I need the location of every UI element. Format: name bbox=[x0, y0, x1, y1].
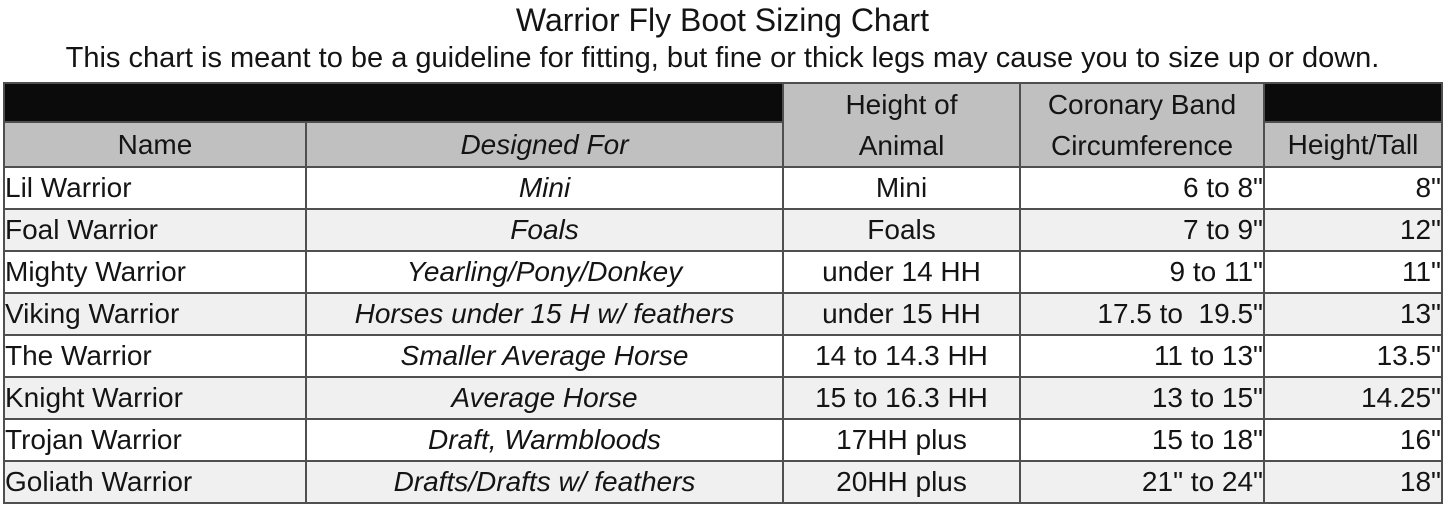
cell-height-of-animal: under 15 HH bbox=[782, 292, 1021, 336]
cell-coronary-band-circumference: 15 to 18" bbox=[1019, 418, 1265, 462]
cell-height-tall: 16" bbox=[1263, 418, 1443, 462]
header-row: Name Designed For Height/Tall bbox=[3, 121, 1443, 168]
cell-name: Trojan Warrior bbox=[3, 418, 307, 462]
cell-height-tall: 18" bbox=[1263, 460, 1443, 504]
cell-designed-for: Mini bbox=[305, 166, 784, 210]
cell-designed-for: Draft, Warmbloods bbox=[305, 418, 784, 462]
cell-height-of-animal: 17HH plus bbox=[782, 418, 1021, 462]
cell-name: Foal Warrior bbox=[3, 208, 307, 252]
cell-height-of-animal: 15 to 16.3 HH bbox=[782, 376, 1021, 420]
table-row: Knight Warrior Average Horse 15 to 16.3 … bbox=[3, 376, 1443, 420]
cell-height-tall: 13.5" bbox=[1263, 334, 1443, 378]
cell-name: Goliath Warrior bbox=[3, 460, 307, 504]
header-black-bar-left bbox=[3, 81, 784, 124]
cell-designed-for: Yearling/Pony/Donkey bbox=[305, 250, 784, 294]
cell-coronary-band-circumference: 21" to 24" bbox=[1019, 460, 1265, 504]
header-black-bar-row: Height of Animal Coronary Band Circumfer… bbox=[3, 81, 1443, 168]
cell-coronary-band-circumference: 6 to 8" bbox=[1019, 166, 1265, 210]
table-row: Foal Warrior Foals Foals 7 to 9" 12" bbox=[3, 208, 1443, 252]
cell-designed-for: Horses under 15 H w/ feathers bbox=[305, 292, 784, 336]
cell-name: Lil Warrior bbox=[3, 166, 307, 210]
cell-coronary-band-circumference: 7 to 9" bbox=[1019, 208, 1265, 252]
cell-name: Knight Warrior bbox=[3, 376, 307, 420]
cell-coronary-band-circumference: 9 to 11" bbox=[1019, 250, 1265, 294]
cell-name: The Warrior bbox=[3, 334, 307, 378]
cell-height-of-animal: Mini bbox=[782, 166, 1021, 210]
header-cell-name: Name bbox=[3, 121, 307, 168]
cell-height-of-animal: under 14 HH bbox=[782, 250, 1021, 294]
cell-height-of-animal: 14 to 14.3 HH bbox=[782, 334, 1021, 378]
table-row: Viking Warrior Horses under 15 H w/ feat… bbox=[3, 292, 1443, 336]
header-cell-designed-for: Designed For bbox=[305, 121, 784, 168]
sizing-table: Height of Animal Coronary Band Circumfer… bbox=[3, 81, 1443, 504]
table-row: Mighty Warrior Yearling/Pony/Donkey unde… bbox=[3, 250, 1443, 294]
table-row: Goliath Warrior Drafts/Drafts w/ feather… bbox=[3, 460, 1443, 504]
cell-coronary-band-circumference: 11 to 13" bbox=[1019, 334, 1265, 378]
cell-designed-for: Average Horse bbox=[305, 376, 784, 420]
page-title: Warrior Fly Boot Sizing Chart bbox=[515, 2, 930, 38]
cell-height-tall: 13" bbox=[1263, 292, 1443, 336]
table-row: Trojan Warrior Draft, Warmbloods 17HH pl… bbox=[3, 418, 1443, 462]
page-subtitle: This chart is meant to be a guideline fo… bbox=[65, 42, 1380, 74]
header-black-bar-right bbox=[1263, 81, 1443, 124]
cell-height-tall: 12" bbox=[1263, 208, 1443, 252]
header-cell-height-of-animal: Height of Animal bbox=[782, 82, 1021, 168]
table-row: The Warrior Smaller Average Horse 14 to … bbox=[3, 334, 1443, 378]
cell-height-tall: 14.25" bbox=[1263, 376, 1443, 420]
cell-coronary-band-circumference: 17.5 to 19.5" bbox=[1019, 292, 1265, 336]
cell-height-tall: 11" bbox=[1263, 250, 1443, 294]
cell-designed-for: Foals bbox=[305, 208, 784, 252]
cell-name: Viking Warrior bbox=[3, 292, 307, 336]
cell-height-of-animal: Foals bbox=[782, 208, 1021, 252]
cell-name: Mighty Warrior bbox=[3, 250, 307, 294]
cell-designed-for: Drafts/Drafts w/ feathers bbox=[305, 460, 784, 504]
table-row: Lil Warrior Mini Mini 6 to 8" 8" bbox=[3, 166, 1443, 210]
header-cell-coronary-band-circumference: Coronary Band Circumference bbox=[1019, 82, 1265, 168]
cell-coronary-band-circumference: 13 to 15" bbox=[1019, 376, 1265, 420]
cell-height-tall: 8" bbox=[1263, 166, 1443, 210]
cell-height-of-animal: 20HH plus bbox=[782, 460, 1021, 504]
header-cell-height-tall: Height/Tall bbox=[1263, 121, 1443, 168]
cell-designed-for: Smaller Average Horse bbox=[305, 334, 784, 378]
